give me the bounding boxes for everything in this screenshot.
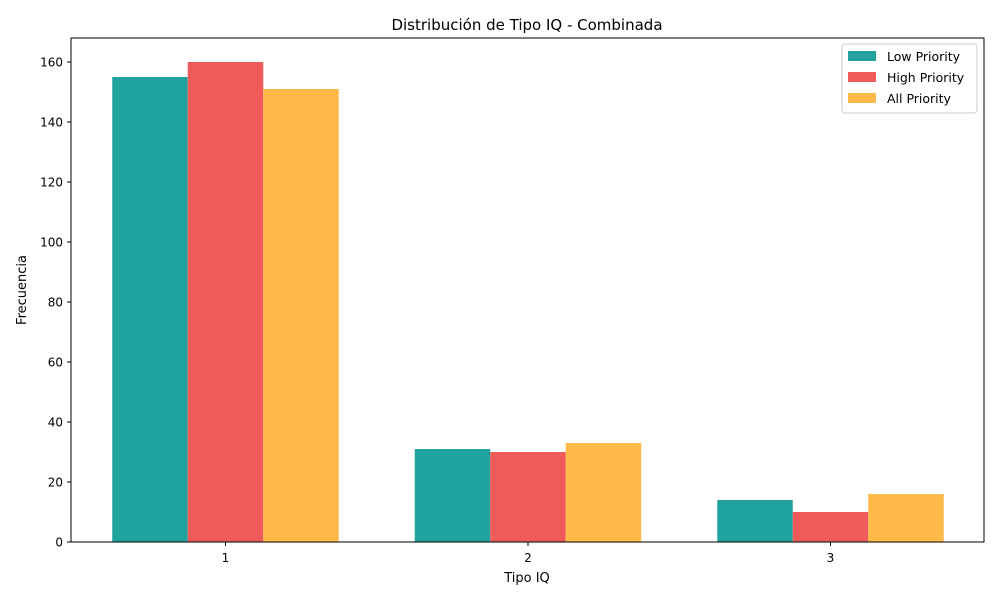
y-tick-label: 100 — [40, 236, 63, 250]
legend-label-all-priority: All Priority — [887, 91, 952, 106]
legend-label-low-priority: Low Priority — [887, 49, 961, 64]
bar-high-priority-1 — [187, 62, 264, 542]
bar-all-priority-1 — [263, 89, 339, 542]
legend: Low Priority High Priority All Priority — [841, 43, 978, 114]
bar-high-priority-2 — [490, 452, 566, 542]
bar-high-priority-3 — [792, 512, 869, 542]
y-axis-label: Frecuencia — [15, 255, 30, 325]
y-tick-label: 0 — [55, 536, 63, 550]
x-tick-label: 1 — [222, 551, 230, 565]
y-tick-label: 60 — [48, 356, 63, 370]
x-axis-label: Tipo IQ — [503, 571, 550, 586]
legend-swatch-low-priority — [848, 51, 876, 61]
chart-title: Distribución de Tipo IQ - Combinada — [391, 16, 662, 34]
legend-swatch-high-priority — [848, 72, 876, 82]
bar-low-priority-1 — [112, 77, 188, 542]
x-tick-label: 2 — [524, 551, 532, 565]
y-tick-label: 120 — [40, 176, 63, 190]
bar-all-priority-3 — [868, 494, 944, 542]
y-tick-label: 40 — [48, 416, 63, 430]
axes-layer: 0 20 40 60 80 100 120 140 160 1 2 3 — [40, 37, 985, 565]
y-tick-label: 140 — [40, 116, 63, 130]
y-tick-label: 160 — [40, 56, 63, 70]
y-tick-label: 20 — [48, 476, 63, 490]
legend-label-high-priority: High Priority — [887, 70, 965, 85]
x-tick-label: 3 — [827, 551, 835, 565]
legend-swatch-all-priority — [848, 93, 876, 103]
bar-low-priority-3 — [717, 500, 793, 542]
bar-all-priority-2 — [565, 443, 642, 542]
bar-low-priority-2 — [414, 449, 491, 542]
y-tick-label: 80 — [48, 296, 63, 310]
bars-layer — [112, 62, 944, 542]
